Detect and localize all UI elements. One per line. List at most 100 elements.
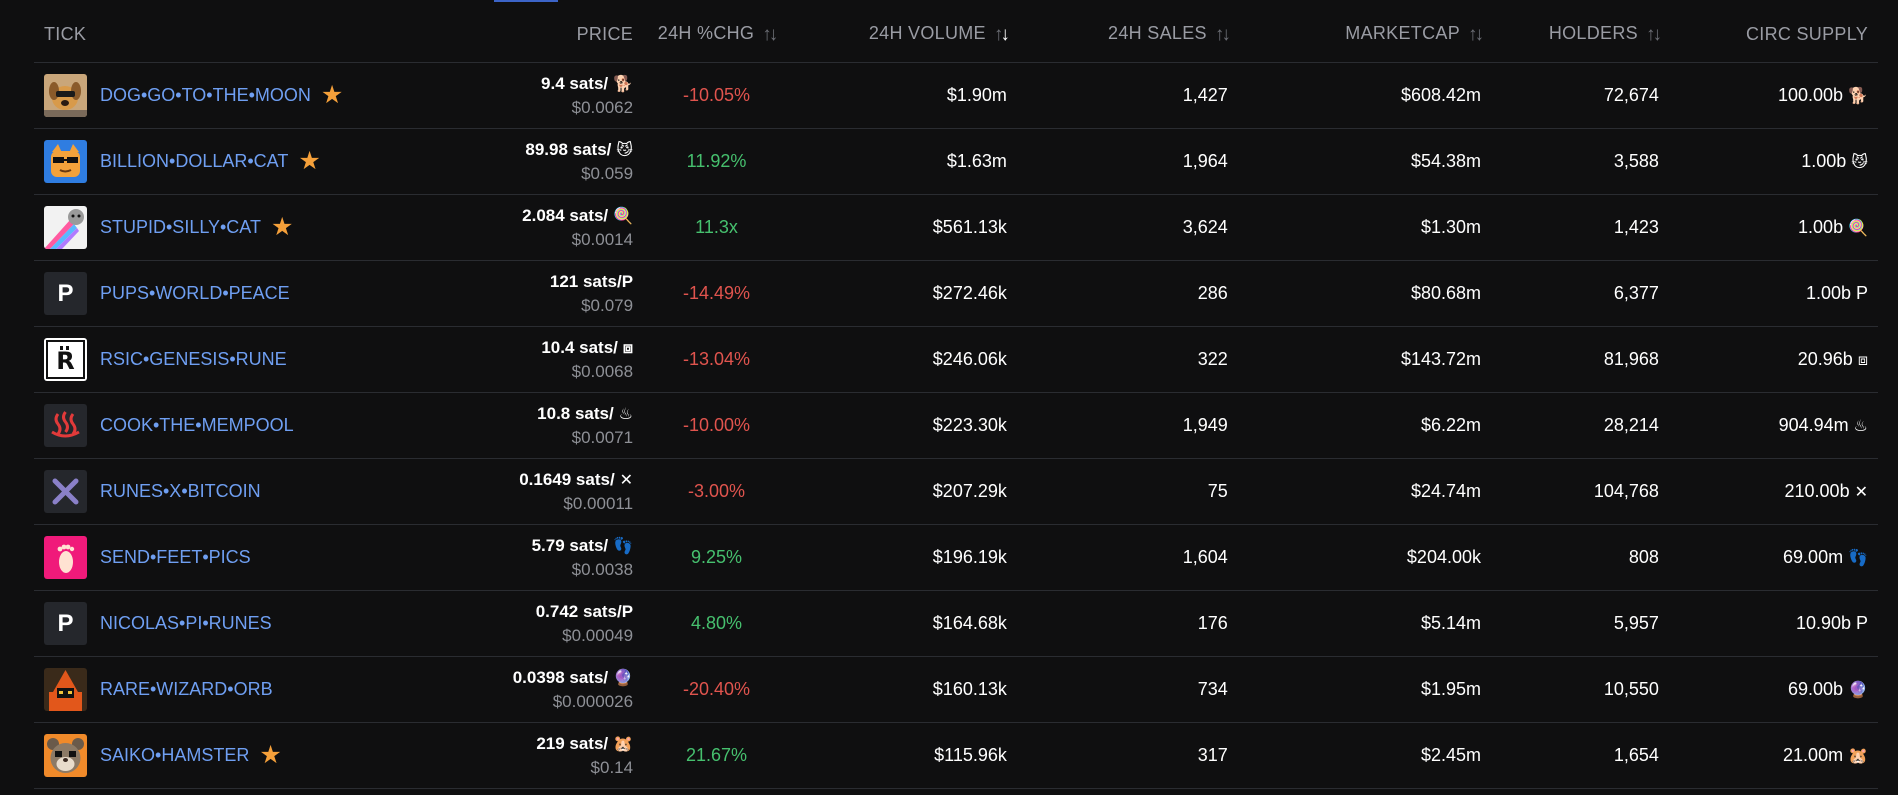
sort-arrows-icon[interactable]: ↑↓ [1645, 24, 1662, 45]
rune-name-link[interactable]: SAIKO•HAMSTER [100, 745, 250, 765]
sales-cell: 176 [1016, 590, 1238, 657]
rune-symbol: ♨ [1853, 418, 1868, 435]
table-row[interactable]: COOK•THE•MEMPOOL 10.8 sats/♨ $0.0071 -10… [34, 392, 1878, 459]
rune-name-link[interactable]: STUPID•SILLY•CAT [100, 217, 261, 237]
rune-name-link[interactable]: PUPS•WORLD•PEACE [100, 283, 290, 303]
price-usd: $0.059 [581, 163, 634, 183]
price-cell: 89.98 sats/😼 $0.059 [452, 128, 644, 195]
header-marketcap[interactable]: MARKETCAP ↑↓ [1237, 7, 1491, 63]
tick-cell: DOG•GO•TO•THE•MOON ★ [34, 62, 452, 129]
table-row[interactable]: SAIKO•HAMSTER ★ 219 sats/🐹 $0.14 21.67% … [34, 722, 1878, 789]
table-row[interactable]: BILLION•DOLLAR•CAT ★ 89.98 sats/😼 $0.059… [34, 128, 1878, 195]
hamster-image-icon [44, 734, 87, 777]
header-24h-sales[interactable]: 24H SALES ↑↓ [1016, 7, 1238, 63]
header-24h-change[interactable]: 24H %CHG ↑↓ [643, 7, 790, 63]
star-icon[interactable]: ★ [298, 147, 321, 175]
price-usd: $0.00049 [562, 625, 634, 645]
supply-value: 69.00m [1783, 547, 1844, 567]
rune-name-link[interactable]: SEND•FEET•PICS [100, 547, 251, 567]
rune-name-link[interactable]: RSIC•GENESIS•RUNE [100, 349, 287, 369]
volume-cell: $164.68k [789, 590, 1017, 657]
sales-cell: 317 [1016, 722, 1238, 789]
holders-cell: 1,423 [1491, 194, 1669, 261]
supply-value: 10.90b P [1795, 613, 1868, 633]
star-icon[interactable]: ★ [320, 81, 344, 109]
star-icon[interactable]: ★ [259, 741, 282, 769]
tick-cell: RARE•WIZARD•ORB [34, 656, 452, 723]
price-usd: $0.00011 [563, 493, 634, 513]
table-row[interactable]: R RSIC•GENESIS•RUNE 10.4 sats/⧈ $0.0068 … [34, 326, 1878, 393]
supply-cell: 10.90b P [1668, 590, 1878, 657]
rsic-logo-icon: R [44, 338, 87, 381]
rune-symbol: 🍭 [613, 207, 634, 225]
price-usd: $0.0038 [571, 559, 634, 579]
price-sats: 89.98 sats/ [525, 139, 612, 159]
rune-name-link[interactable]: RUNES•X•BITCOIN [100, 481, 261, 501]
price-usd: $0.0068 [571, 361, 634, 381]
volume-cell: $272.46k [789, 260, 1017, 327]
price-usd: $0.0062 [571, 97, 634, 117]
header-holders[interactable]: HOLDERS ↑↓ [1491, 7, 1669, 63]
rune-symbol: ⧈ [1857, 352, 1868, 369]
table-row[interactable]: DOG•GO•TO•THE•MOON ★ 9.4 sats/🐕 $0.0062 … [34, 62, 1878, 129]
tick-cell: SAIKO•HAMSTER ★ [34, 722, 452, 789]
sort-arrows-icon[interactable]: ↑↓ [762, 24, 778, 45]
price-cell: 0.1649 sats/✕ $0.00011 [452, 458, 644, 525]
rune-symbol: 🐕 [613, 75, 634, 93]
supply-cell: 20.96b ⧈ [1668, 326, 1878, 393]
supply-cell: 1.00b P [1668, 260, 1878, 327]
rune-name-link[interactable]: COOK•THE•MEMPOOL [100, 415, 294, 435]
price-sats: 2.084 sats/ [522, 205, 609, 225]
table-header-row: TICK PRICE 24H %CHG ↑↓ 24H VOLUME ↑↓ 24H S… [34, 7, 1878, 63]
rune-name-link[interactable]: NICOLAS•PI•RUNES [100, 613, 272, 633]
price-cell: 219 sats/🐹 $0.14 [452, 722, 644, 789]
holders-cell: 28,214 [1491, 392, 1669, 459]
sort-arrows-icon[interactable]: ↑↓ [1214, 24, 1231, 45]
holders-cell: 72,674 [1491, 62, 1669, 129]
price-usd: $0.0014 [571, 229, 634, 249]
table-row[interactable]: P NICOLAS•PI•RUNES 0.742 sats/P $0.00049… [34, 590, 1878, 657]
tick-cell: R RSIC•GENESIS•RUNE [34, 326, 452, 393]
change-cell: 9.25% [643, 524, 790, 591]
holders-cell: 3,588 [1491, 128, 1669, 195]
marketcap-cell: $143.72m [1237, 326, 1491, 393]
rune-symbol: 🐕 [1848, 88, 1868, 105]
marketcap-cell: $80.68m [1237, 260, 1491, 327]
volume-cell: $160.13k [789, 656, 1017, 723]
rune-name-link[interactable]: DOG•GO•TO•THE•MOON [100, 85, 311, 105]
supply-value: 69.00b [1788, 679, 1844, 699]
star-icon[interactable]: ★ [270, 213, 294, 241]
table-row[interactable]: STUPID•SILLY•CAT ★ 2.084 sats/🍭 $0.0014 … [34, 194, 1878, 261]
price-cell: 121 sats/P $0.079 [452, 260, 644, 327]
sales-cell: 3,624 [1016, 194, 1238, 261]
volume-cell: $1.63m [789, 128, 1017, 195]
volume-cell: $223.30k [789, 392, 1017, 459]
sort-arrows-icon[interactable]: ↑↓ [1468, 24, 1484, 45]
supply-value: 21.00m [1783, 745, 1844, 765]
table-row[interactable]: SEND•FEET•PICS 5.79 sats/👣 $0.0038 9.25%… [34, 524, 1878, 591]
rune-symbol: 🍭 [1848, 220, 1868, 237]
letter-p-icon: P [44, 602, 87, 645]
marketcap-cell: $54.38m [1237, 128, 1491, 195]
supply-cell: 1.00b 🍭 [1668, 194, 1878, 261]
svg-text:R: R [56, 347, 74, 375]
rune-name-link[interactable]: BILLION•DOLLAR•CAT [100, 151, 289, 171]
sales-cell: 1,604 [1016, 524, 1238, 591]
table-row[interactable]: RUNES•X•BITCOIN 0.1649 sats/✕ $0.00011 -… [34, 458, 1878, 525]
marketcap-cell: $204.00k [1237, 524, 1491, 591]
hot-springs-icon [44, 404, 87, 447]
header-24h-volume[interactable]: 24H VOLUME ↑↓ [789, 7, 1017, 63]
price-cell: 5.79 sats/👣 $0.0038 [452, 524, 644, 591]
table-row[interactable]: P PUPS•WORLD•PEACE 121 sats/P $0.079 -14… [34, 260, 1878, 327]
holders-cell: 808 [1491, 524, 1669, 591]
holders-cell: 6,377 [1491, 260, 1669, 327]
rune-name-link[interactable]: RARE•WIZARD•ORB [100, 679, 273, 699]
sort-desc-active-icon[interactable]: ↑↓ [993, 24, 1010, 45]
supply-value: 100.00b [1778, 85, 1844, 105]
holders-cell: 81,968 [1491, 326, 1669, 393]
table-row[interactable]: RARE•WIZARD•ORB 0.0398 sats/🔮 $0.000026 … [34, 656, 1878, 723]
price-usd: $0.0071 [571, 427, 634, 447]
foot-image-icon [44, 536, 87, 579]
sales-cell: 1,427 [1016, 62, 1238, 129]
letter-p-icon: P [44, 272, 87, 315]
